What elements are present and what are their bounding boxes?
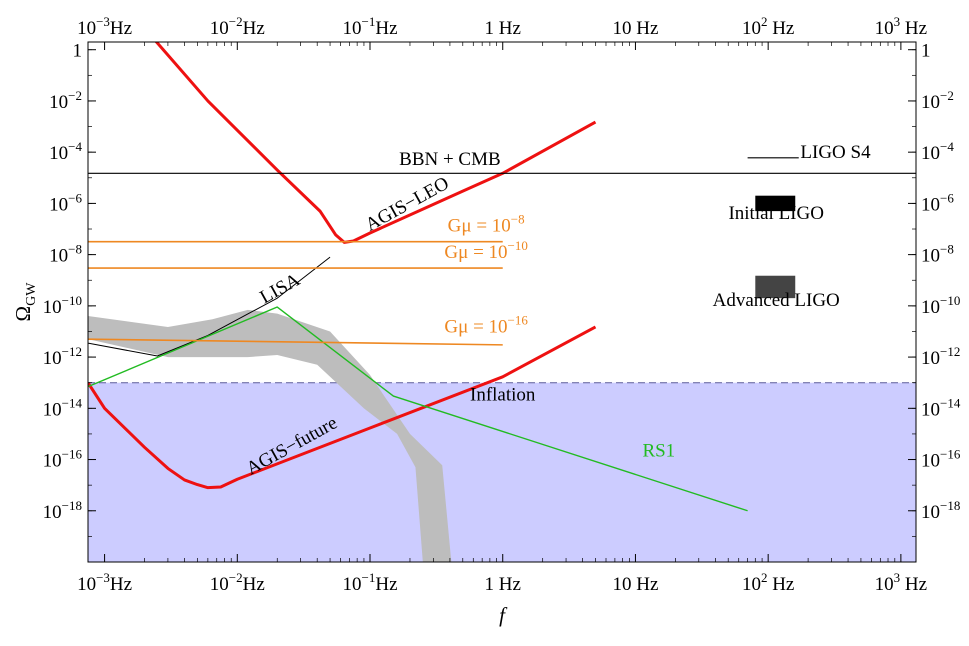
- gmu-16-line: [88, 338, 503, 346]
- x-tick-label-top: 103 Hz: [875, 14, 927, 39]
- lisa-label: LISA: [257, 269, 304, 308]
- y-tick-label-right: 10−6: [921, 190, 954, 215]
- x-tick-label-bottom: 102 Hz: [742, 570, 794, 595]
- initial-ligo-box: [755, 195, 796, 212]
- y-tick-label-right: 10−18: [921, 498, 960, 523]
- y-tick-label-left: 10−16: [43, 447, 83, 472]
- y-tick-label-left: 10−10: [43, 293, 82, 318]
- x-tick-label-top: 10−3Hz: [77, 14, 132, 39]
- x-tick-label-top: 10−1Hz: [343, 14, 398, 39]
- y-tick-label-left: 10−6: [49, 190, 82, 215]
- inflation-label: Inflation: [470, 385, 536, 406]
- x-tick-label-top: 10−2Hz: [210, 14, 265, 39]
- gmu-10-label: Gμ = 10−10: [444, 238, 527, 263]
- y-axis-label-main: Ω: [11, 306, 35, 322]
- y-tick-label-left: 10−12: [43, 344, 82, 369]
- y-tick-label-right: 10−10: [921, 293, 960, 318]
- y-tick-label-right: 1: [921, 41, 931, 62]
- rs1-label: RS1: [642, 441, 675, 462]
- advanced-ligo-label: Advanced LIGO: [713, 290, 840, 311]
- inflation-region: [88, 382, 916, 562]
- y-tick-label-left: 10−4: [49, 139, 82, 164]
- bbn-cmb-label: BBN + CMB: [399, 149, 501, 170]
- x-axis-label: f: [499, 603, 508, 627]
- x-tick-label-bottom: 10−3Hz: [77, 570, 132, 595]
- y-tick-label-left: 10−2: [49, 88, 82, 113]
- y-tick-label-right: 10−16: [921, 447, 961, 472]
- y-tick-label-right: 10−2: [921, 88, 954, 113]
- x-tick-label-bottom: 10−1Hz: [343, 570, 398, 595]
- y-tick-label-left: 10−14: [43, 395, 83, 420]
- x-tick-label-top: 1 Hz: [485, 18, 521, 39]
- plot-frame: [87, 41, 917, 563]
- y-tick-label-right: 10−4: [921, 139, 954, 164]
- y-tick-label-left: 10−18: [43, 498, 82, 523]
- x-tick-label-bottom: 103 Hz: [875, 570, 927, 595]
- lisa-line: [88, 256, 331, 357]
- agis-future-line: [88, 325, 597, 490]
- axis-ticks: 10−3Hz 10−3Hz 10−2Hz 10−2Hz 10−1Hz 10−1Hz 1 Hz…: [43, 14, 961, 595]
- gmu-8-label: Gμ = 10−8: [448, 211, 525, 236]
- x-tick-label-bottom: 10−2Hz: [210, 570, 265, 595]
- y-tick-label-right: 10−12: [921, 344, 960, 369]
- y-tick-label-right: 10−14: [921, 395, 961, 420]
- advanced-ligo-box: [755, 275, 796, 299]
- x-tick-label-top: 102 Hz: [742, 14, 794, 39]
- y-tick-label-right: 10−8: [921, 242, 954, 267]
- y-tick-label-left: 1: [73, 41, 83, 62]
- rs1-line: [88, 306, 748, 512]
- y-axis-label: ΩGW: [11, 282, 39, 322]
- x-tick-label-bottom: 1 Hz: [485, 574, 521, 595]
- gray-band: [88, 309, 452, 562]
- y-axis-label-sub: GW: [24, 282, 39, 306]
- gmu-16-label: Gμ = 10−16: [444, 313, 528, 338]
- x-tick-label-bottom: 10 Hz: [612, 574, 658, 595]
- ligo-s4-label: LIGO S4: [800, 142, 871, 163]
- x-tick-label-top: 10 Hz: [612, 18, 658, 39]
- agis-leo-label: AGIS−LEO: [362, 173, 453, 236]
- initial-ligo-label: Initial LIGO: [728, 203, 824, 224]
- y-tick-label-left: 10−8: [49, 242, 82, 267]
- plot-area: [88, 42, 916, 562]
